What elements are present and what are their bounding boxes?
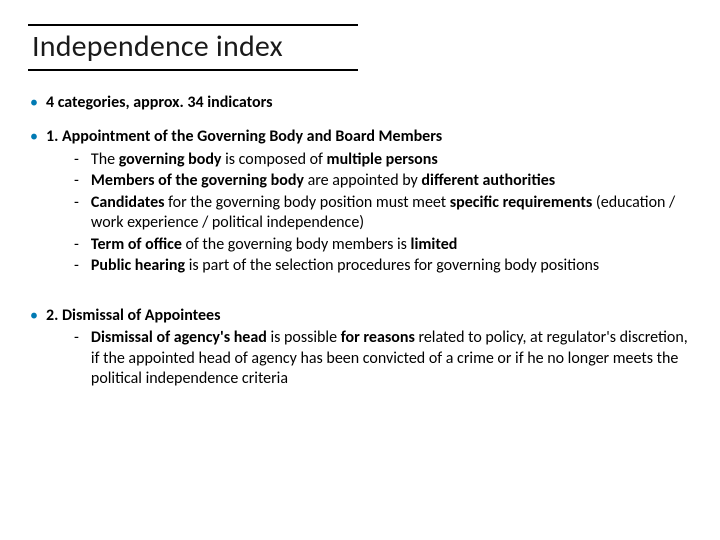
title-rule-bottom: [28, 69, 358, 71]
dash-icon: -: [74, 256, 79, 276]
item-text: Members of the governing body are appoin…: [91, 171, 690, 191]
bullet-dot-icon: •: [30, 306, 38, 326]
dash-icon: -: [74, 193, 79, 234]
slide: Independence index • 4 categories, appro…: [0, 0, 720, 540]
list-item: -Public hearing is part of the selection…: [30, 256, 690, 276]
bullet-dot-icon: •: [30, 127, 38, 147]
content-area: • 4 categories, approx. 34 indicators • …: [28, 89, 692, 390]
spacer: [30, 278, 690, 292]
list-item: -Candidates for the governing body posit…: [30, 193, 690, 234]
item-text: Term of office of the governing body mem…: [91, 235, 690, 255]
list-item: -Members of the governing body are appoi…: [30, 171, 690, 191]
list-item: -The governing body is composed of multi…: [30, 150, 690, 170]
list-item: -Dismissal of agency's head is possible …: [30, 328, 690, 389]
list-item: -Term of office of the governing body me…: [30, 235, 690, 255]
section-1-heading: 1. Appointment of the Governing Body and…: [46, 127, 690, 147]
dash-icon: -: [74, 171, 79, 191]
dash-icon: -: [74, 235, 79, 255]
item-text: Public hearing is part of the selection …: [91, 256, 690, 276]
item-text: Dismissal of agency's head is possible f…: [91, 328, 690, 389]
section-2-heading-row: • 2. Dismissal of Appointees: [30, 306, 690, 326]
item-text: Candidates for the governing body positi…: [91, 193, 690, 234]
section-2-heading: 2. Dismissal of Appointees: [46, 306, 690, 326]
section-1-list: -The governing body is composed of multi…: [30, 150, 690, 277]
item-text: The governing body is composed of multip…: [91, 150, 690, 170]
intro-text: 4 categories, approx. 34 indicators: [46, 93, 690, 113]
spacer: [30, 292, 690, 306]
section-2-list: -Dismissal of agency's head is possible …: [30, 328, 690, 389]
title-block: Independence index: [28, 24, 692, 71]
intro-bullet: • 4 categories, approx. 34 indicators: [30, 93, 690, 113]
bullet-dot-icon: •: [30, 93, 38, 113]
section-1-heading-row: • 1. Appointment of the Governing Body a…: [30, 127, 690, 147]
dash-icon: -: [74, 328, 79, 389]
dash-icon: -: [74, 150, 79, 170]
slide-title: Independence index: [28, 26, 692, 69]
